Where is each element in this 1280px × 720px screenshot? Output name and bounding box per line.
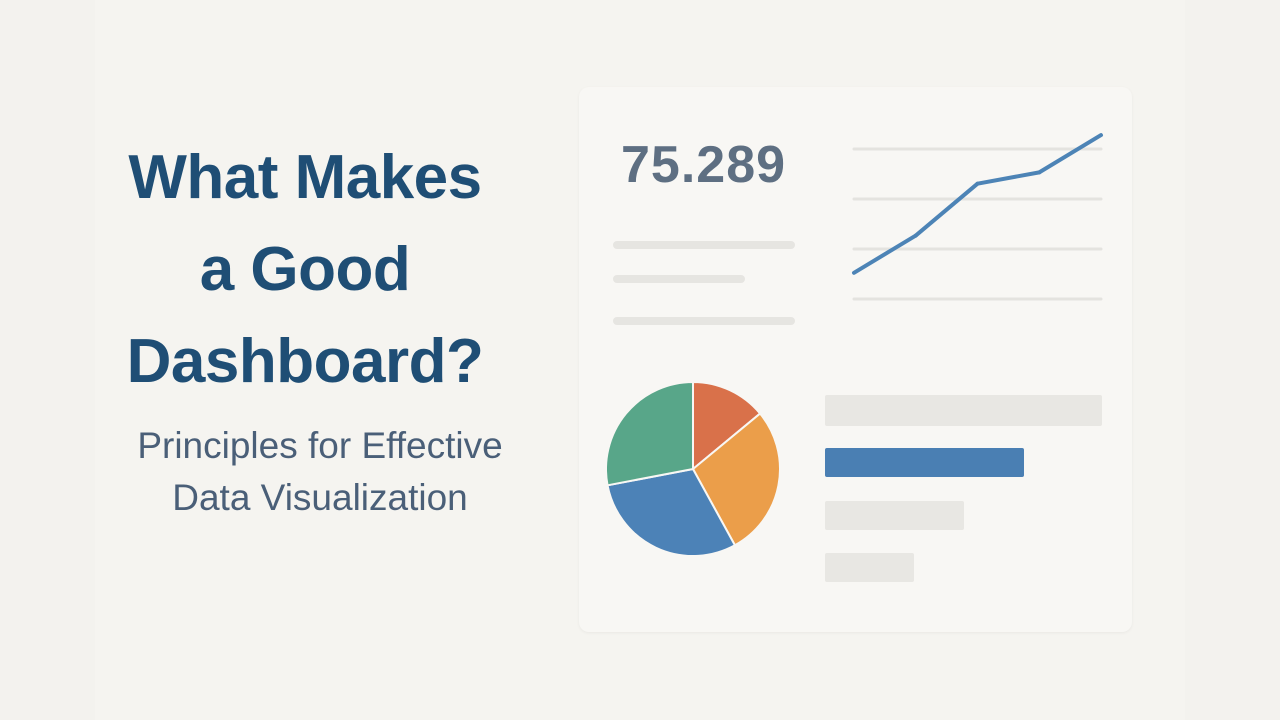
line-segment-1 xyxy=(852,233,918,275)
bar-2 xyxy=(825,448,1024,477)
subtitle: Principles for Effective Data Visualizat… xyxy=(60,420,580,524)
subtitle-line-2: Data Visualization xyxy=(172,477,468,518)
text-placeholder-3 xyxy=(613,317,795,325)
line-segment-2 xyxy=(913,181,980,238)
subtitle-line-1: Principles for Effective xyxy=(137,425,503,466)
bar-4 xyxy=(825,553,914,582)
pie-slice-2 xyxy=(691,412,781,547)
pie-slice-3 xyxy=(607,467,737,557)
line-segment-3 xyxy=(975,170,1042,186)
line-chart xyxy=(852,133,1103,301)
dashboard-card: 75.289 xyxy=(579,87,1132,632)
text-placeholder-2 xyxy=(613,275,745,283)
text-placeholder-1 xyxy=(613,241,795,249)
pie-slice-4 xyxy=(607,380,694,487)
bar-1 xyxy=(825,395,1102,426)
bar-3 xyxy=(825,501,964,530)
page-title: What Makes a Good Dashboard? xyxy=(60,132,550,408)
title-line-3: Dashboard? xyxy=(126,327,484,396)
pie-slice-1 xyxy=(692,380,762,472)
title-line-1: What Makes xyxy=(128,143,482,212)
title-line-2: a Good xyxy=(199,235,411,304)
kpi-value: 75.289 xyxy=(621,136,787,194)
pie-chart xyxy=(607,380,781,557)
line-segment-4 xyxy=(1037,133,1103,175)
